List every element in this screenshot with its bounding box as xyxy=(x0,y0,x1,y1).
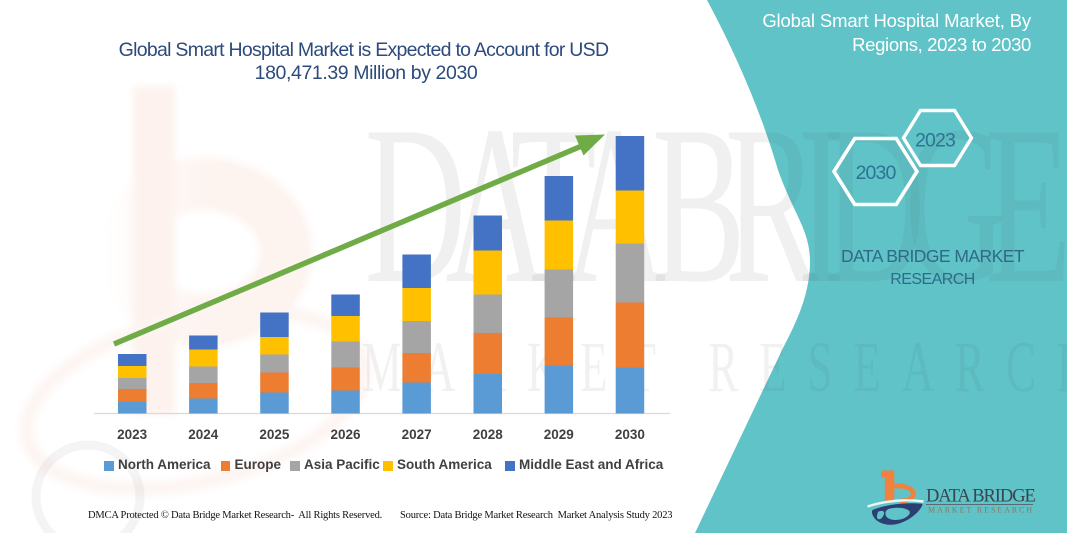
svg-text:2023: 2023 xyxy=(915,129,955,151)
svg-text:2030: 2030 xyxy=(856,162,897,184)
svg-text:DATA BRIDGE: DATA BRIDGE xyxy=(926,486,1036,506)
svg-text:MARKET RESEARCH: MARKET RESEARCH xyxy=(928,505,1034,514)
